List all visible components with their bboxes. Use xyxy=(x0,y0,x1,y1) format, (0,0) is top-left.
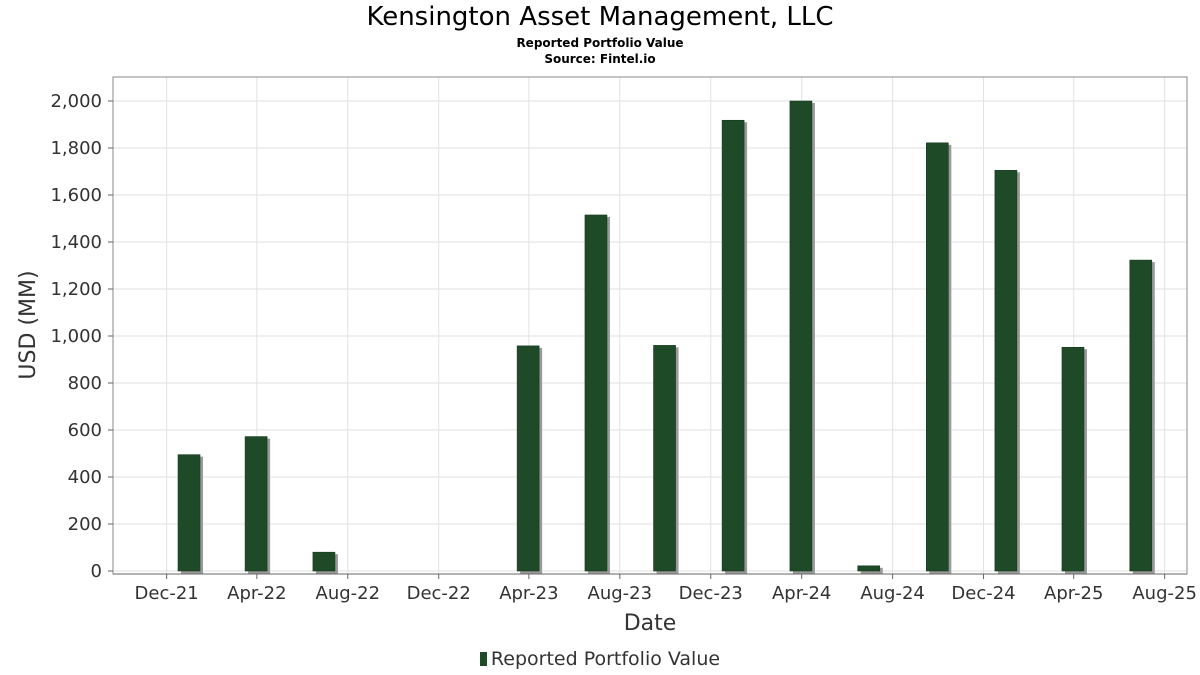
x-tick-label: Apr-24 xyxy=(772,583,831,604)
bar xyxy=(177,454,201,572)
legend-label: Reported Portfolio Value xyxy=(490,648,721,670)
bar xyxy=(721,119,745,572)
x-tick-label: Dec-21 xyxy=(135,583,199,604)
x-tick-label: Aug-23 xyxy=(588,583,653,604)
bar xyxy=(789,100,813,572)
y-tick-label: 2,000 xyxy=(50,91,102,112)
chart-title: Kensington Asset Management, LLC xyxy=(366,2,834,32)
legend: Reported Portfolio Value xyxy=(0,648,1200,670)
chart-source: Source: Fintel.io xyxy=(544,52,656,66)
y-tick-label: 1,400 xyxy=(50,232,102,253)
x-tick-label: Aug-24 xyxy=(860,583,925,604)
x-tick-label: Apr-23 xyxy=(499,583,558,604)
bar xyxy=(516,345,540,572)
x-tick-label: Dec-22 xyxy=(407,583,471,604)
bar xyxy=(926,142,949,572)
bar xyxy=(312,551,336,572)
y-tick-label: 1,000 xyxy=(50,326,102,347)
bar xyxy=(584,214,608,572)
y-tick-label: 1,600 xyxy=(50,185,102,206)
bar xyxy=(244,436,268,572)
bar xyxy=(653,345,676,572)
y-tick-label: 200 xyxy=(68,514,102,535)
legend-swatch xyxy=(479,652,487,666)
y-tick-label: 1,200 xyxy=(50,279,102,300)
y-axis-title: USD (MM) xyxy=(16,270,41,379)
bars-layer xyxy=(177,100,1155,575)
y-tick-label: 600 xyxy=(68,420,102,441)
bar xyxy=(994,170,1018,572)
x-tick-label: Aug-25 xyxy=(1132,583,1197,604)
bar xyxy=(857,565,881,572)
y-tick-label: 1,800 xyxy=(50,138,102,159)
y-tick-label: 0 xyxy=(91,561,102,582)
axis-layer: 0 200 400 600 800 1,000 1,200 1,400 1,600 1,800 2,… xyxy=(50,91,1196,604)
x-tick-label: Apr-22 xyxy=(227,583,286,604)
x-tick-label: Dec-24 xyxy=(951,583,1015,604)
y-tick-label: 800 xyxy=(68,373,102,394)
bar xyxy=(1129,259,1153,572)
x-tick-label: Dec-23 xyxy=(679,583,743,604)
x-axis-title: Date xyxy=(624,611,677,636)
plot-frame xyxy=(112,76,1188,575)
bar xyxy=(1061,346,1085,572)
y-tick-label: 400 xyxy=(68,467,102,488)
x-tick-label: Apr-25 xyxy=(1044,583,1103,604)
grid-layer xyxy=(113,77,1187,574)
x-tick-label: Aug-22 xyxy=(316,583,381,604)
chart-subtitle: Reported Portfolio Value xyxy=(516,36,684,50)
